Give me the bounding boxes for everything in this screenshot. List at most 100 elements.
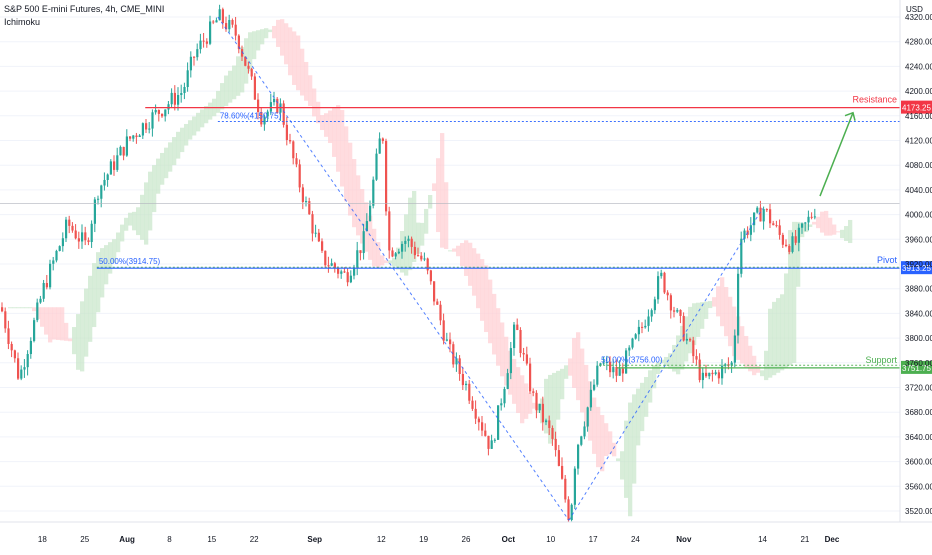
candle-body bbox=[308, 201, 311, 215]
candle-body bbox=[365, 221, 368, 232]
cloud-segment bbox=[148, 171, 153, 231]
candle-body bbox=[625, 350, 628, 374]
cloud-segment bbox=[260, 29, 265, 45]
candle-body bbox=[241, 49, 244, 57]
candle-body bbox=[756, 207, 759, 213]
cloud-segment bbox=[620, 451, 625, 480]
candle-body bbox=[218, 9, 221, 21]
cloud-segment bbox=[600, 415, 605, 472]
cloud-segment bbox=[56, 307, 61, 340]
cloud-segment bbox=[504, 336, 509, 386]
cloud-segment bbox=[32, 307, 37, 312]
candle-body bbox=[141, 123, 144, 136]
cloud-segment bbox=[776, 298, 781, 373]
price-axis: USD 3520.00 3560.00 3600.00 3640.00 3680.00 37… bbox=[899, 0, 932, 522]
cloud-segment bbox=[752, 355, 757, 376]
candle-body bbox=[106, 174, 109, 180]
cloud-segment bbox=[324, 113, 329, 137]
cloud-segment bbox=[276, 19, 281, 47]
candle-body bbox=[154, 110, 157, 113]
candle-body bbox=[458, 358, 461, 375]
cloud-segment bbox=[24, 307, 29, 309]
cloud-segment bbox=[268, 29, 273, 33]
cloud-segment bbox=[632, 394, 637, 484]
cloud-segment bbox=[44, 307, 49, 335]
candle-body bbox=[791, 236, 794, 252]
cloud-segment bbox=[352, 159, 357, 228]
candle-body bbox=[724, 364, 727, 366]
cloud-segment bbox=[596, 406, 601, 468]
cloud-segment bbox=[256, 30, 261, 51]
candle-body bbox=[84, 232, 87, 241]
candle-body bbox=[781, 234, 784, 245]
candle-body bbox=[506, 373, 509, 389]
cloud-segment bbox=[496, 308, 501, 366]
candle-body bbox=[39, 298, 42, 303]
candle-body bbox=[487, 435, 490, 449]
cloud-segment bbox=[216, 90, 221, 113]
candle-body bbox=[452, 344, 455, 365]
cloud-segment bbox=[240, 47, 245, 93]
x-tick-label: 25 bbox=[80, 535, 89, 544]
candle-body bbox=[503, 388, 506, 404]
candle-body bbox=[631, 338, 634, 348]
candle-body bbox=[426, 258, 429, 271]
candle-body bbox=[317, 232, 320, 242]
y-tick-label: 3600.00 bbox=[905, 458, 932, 467]
cloud-segment bbox=[360, 189, 365, 244]
candle-body bbox=[193, 56, 196, 58]
candle-body bbox=[87, 240, 90, 243]
candle-body bbox=[532, 391, 535, 393]
cloud-segment bbox=[432, 183, 437, 192]
cloud-segment bbox=[484, 265, 489, 333]
cloud-segment bbox=[332, 107, 337, 157]
cloud-segment bbox=[248, 32, 253, 72]
cloud-segment bbox=[788, 230, 793, 366]
y-tick-label: 3520.00 bbox=[905, 507, 932, 516]
candle-body bbox=[23, 367, 26, 370]
cloud-segment bbox=[416, 222, 421, 254]
cloud-segment bbox=[792, 221, 797, 363]
cloud-segment bbox=[476, 253, 481, 309]
candle-body bbox=[545, 420, 548, 423]
candle-body bbox=[167, 104, 170, 110]
candle-body bbox=[404, 240, 407, 244]
cloud-segment bbox=[516, 367, 521, 414]
candle-body bbox=[465, 383, 468, 386]
candle-body bbox=[369, 205, 372, 222]
candle-body bbox=[196, 49, 199, 58]
candle-body bbox=[228, 19, 231, 30]
candle-body bbox=[388, 211, 391, 251]
candle-body bbox=[628, 347, 631, 351]
candle-body bbox=[247, 65, 250, 69]
x-tick-label: 12 bbox=[377, 535, 386, 544]
cloud-segment bbox=[160, 152, 165, 185]
candle-body bbox=[580, 436, 583, 445]
cloud-segment bbox=[192, 116, 197, 136]
cloud-segment bbox=[556, 370, 561, 420]
candle-body bbox=[673, 310, 676, 312]
pivot-label: Pivot bbox=[877, 255, 898, 265]
candle-body bbox=[557, 450, 560, 466]
candle-body bbox=[314, 232, 317, 234]
cloud-segment bbox=[48, 307, 53, 343]
cloud-segment bbox=[568, 358, 573, 376]
cloud-segment bbox=[592, 397, 597, 454]
candle-body bbox=[269, 102, 272, 112]
resistance-label: Resistance bbox=[852, 95, 897, 105]
candle-body bbox=[324, 250, 327, 266]
cloud-segment bbox=[728, 296, 733, 347]
cloud-segment bbox=[472, 248, 477, 296]
candle-body bbox=[769, 209, 772, 224]
candle-body bbox=[7, 328, 10, 344]
candle-body bbox=[36, 302, 39, 321]
cloud-segment bbox=[228, 70, 233, 103]
cloud-segment bbox=[72, 327, 77, 355]
cloud-segment bbox=[680, 325, 685, 370]
cloud-segment bbox=[424, 208, 429, 234]
cloud-segment bbox=[612, 442, 617, 457]
y-tick-label: 3640.00 bbox=[905, 433, 932, 442]
candle-body bbox=[551, 427, 554, 439]
